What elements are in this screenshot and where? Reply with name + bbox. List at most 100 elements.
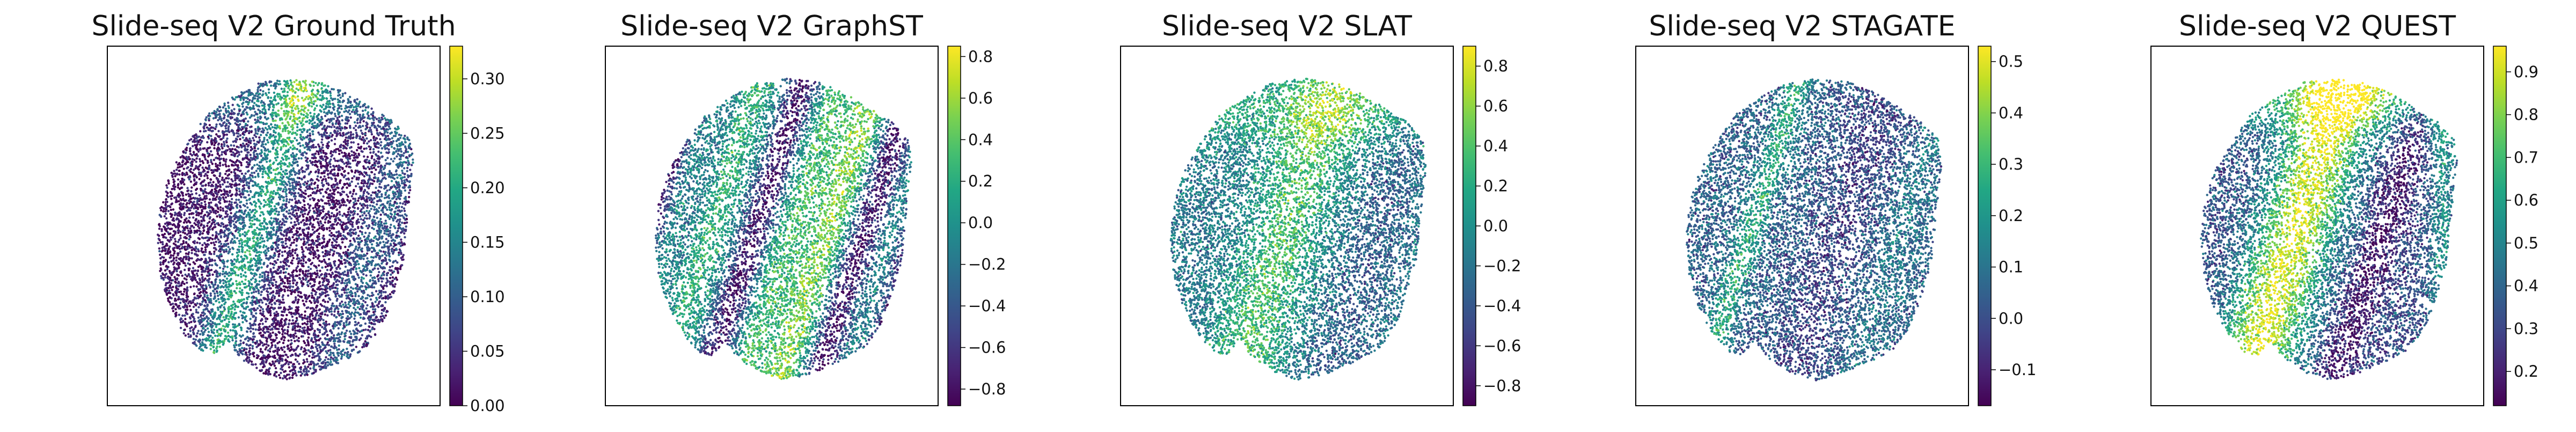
scatter-point	[294, 252, 297, 254]
scatter-point	[353, 106, 355, 108]
scatter-point	[296, 95, 299, 98]
scatter-point	[158, 228, 161, 230]
scatter-point	[348, 96, 352, 98]
scatter-point	[284, 173, 287, 175]
scatter-point	[368, 140, 370, 143]
scatter-point	[256, 185, 259, 187]
scatter-point	[332, 107, 334, 109]
scatter-point	[341, 135, 344, 137]
scatter-point	[184, 273, 187, 276]
scatter-point	[223, 233, 226, 236]
scatter-point	[217, 233, 220, 236]
scatter-point	[280, 98, 282, 101]
scatter-point	[412, 158, 414, 161]
scatter-point	[383, 245, 386, 248]
scatter-point	[327, 184, 330, 186]
scatter-point	[372, 119, 375, 121]
scatter-point	[336, 292, 339, 295]
scatter-point	[252, 184, 255, 187]
scatter-point	[239, 204, 241, 207]
scatter-point	[324, 252, 327, 255]
scatter-point	[273, 161, 275, 164]
scatter-point	[235, 337, 237, 340]
scatter-point	[354, 152, 357, 155]
scatter-point	[202, 170, 204, 173]
scatter-point	[236, 287, 238, 290]
scatter-point	[283, 282, 286, 284]
scatter-point	[355, 193, 357, 195]
scatter-point	[353, 121, 356, 124]
scatter-point	[322, 319, 325, 321]
scatter-point	[371, 191, 374, 194]
scatter-point	[326, 364, 330, 367]
scatter-point	[181, 274, 184, 277]
scatter-point	[245, 199, 248, 202]
scatter-point	[311, 356, 314, 359]
scatter-point	[347, 140, 349, 142]
scatter-point	[297, 143, 299, 145]
scatter-point	[258, 292, 260, 295]
scatter-point	[366, 204, 369, 207]
scatter-point	[206, 303, 209, 306]
scatter-point	[218, 301, 221, 304]
scatter-point	[212, 317, 215, 320]
scatter-point	[352, 141, 355, 144]
scatter-point	[277, 314, 280, 317]
scatter-point	[227, 119, 230, 122]
scatter-point	[238, 187, 240, 191]
scatter-point	[238, 183, 241, 186]
scatter-point	[306, 297, 309, 299]
scatter-point	[397, 209, 399, 212]
scatter-point	[402, 254, 405, 257]
scatter-point	[179, 321, 182, 324]
scatter-point	[160, 206, 163, 208]
scatter-point	[330, 139, 333, 142]
scatter-point	[350, 195, 353, 197]
scatter-point	[308, 363, 311, 366]
scatter-point	[350, 141, 353, 144]
scatter-point	[169, 191, 172, 194]
scatter-point	[189, 309, 192, 311]
scatter-point	[175, 270, 178, 273]
scatter-point	[308, 122, 311, 125]
scatter-point	[368, 167, 371, 170]
scatter-point	[261, 323, 264, 325]
scatter-point	[382, 211, 385, 214]
scatter-point	[348, 184, 350, 187]
scatter-point	[170, 282, 173, 284]
scatter-point	[267, 305, 270, 307]
scatter-point	[195, 214, 198, 216]
scatter-point	[233, 308, 236, 311]
scatter-point	[185, 296, 188, 299]
scatter-point	[334, 159, 337, 162]
scatter-point	[263, 315, 266, 318]
scatter-point	[284, 144, 288, 148]
scatter-point	[237, 113, 239, 115]
scatter-point	[277, 213, 280, 216]
scatter-point	[260, 290, 263, 293]
scatter-point	[247, 211, 250, 214]
scatter-point	[280, 261, 282, 263]
scatter-point	[248, 99, 251, 101]
scatter-point	[260, 101, 262, 104]
scatter-point	[168, 204, 171, 207]
scatter-point	[287, 148, 290, 151]
scatter-point	[342, 289, 346, 291]
scatter-point	[240, 162, 243, 164]
scatter-point	[295, 274, 298, 277]
scatter-point	[330, 126, 333, 128]
scatter-point	[196, 269, 199, 273]
scatter-point	[320, 222, 323, 225]
scatter-point	[213, 253, 216, 255]
scatter-point	[196, 274, 199, 277]
scatter-point	[353, 212, 356, 215]
scatter-point	[171, 236, 174, 239]
scatter-point	[260, 312, 263, 315]
scatter-point	[279, 376, 282, 379]
scatter-point	[331, 302, 334, 305]
scatter-point	[389, 259, 392, 262]
scatter-point	[310, 90, 313, 93]
scatter-point	[261, 240, 264, 243]
scatter-point	[187, 142, 189, 145]
scatter-point	[267, 125, 270, 128]
